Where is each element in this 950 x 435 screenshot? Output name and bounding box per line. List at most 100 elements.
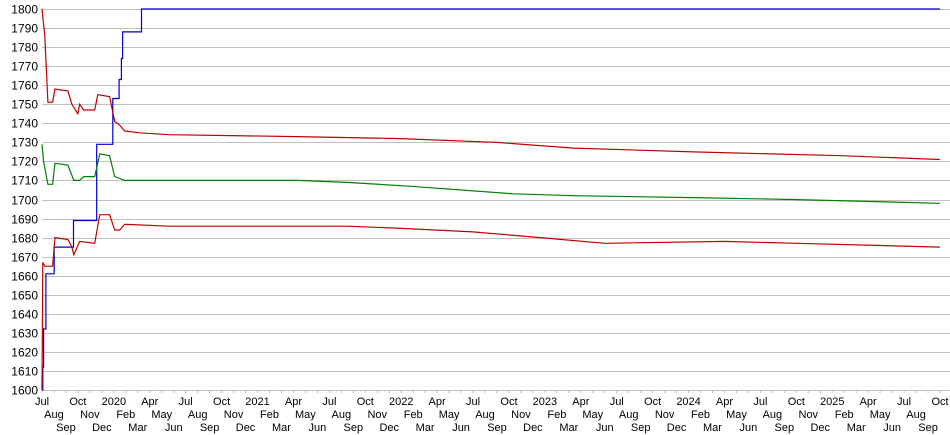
y-tick-label: 1760 (11, 79, 38, 93)
x-tick-label: Aug (619, 409, 639, 421)
y-tick-label: 1710 (11, 174, 38, 188)
x-tick-label: 2020 (102, 396, 126, 408)
x-tick-label: Sep (200, 422, 220, 434)
y-tick-label: 1800 (11, 3, 38, 17)
y-tick-label: 1780 (11, 41, 38, 55)
x-tick-label: 2022 (389, 396, 413, 408)
x-tick-label: Nov (799, 409, 819, 421)
x-tick-label: Jul (322, 396, 336, 408)
y-axis-ticks: 1600 1610 1620 1630 1640 1650 1660 1670 1680 1690… (11, 3, 38, 398)
x-tick-label: Sep (56, 422, 76, 434)
x-tick-label: 2024 (676, 396, 700, 408)
x-tick-label: Aug (475, 409, 495, 421)
x-tick-label: 2025 (820, 396, 844, 408)
x-tick-label: Apr (141, 396, 158, 408)
x-tick-label: Feb (835, 409, 854, 421)
series-line-1 (41, 8, 941, 161)
x-tick-label: Mar (703, 422, 722, 434)
x-tick-label: Dec (236, 422, 256, 434)
x-tick-label: Dec (92, 422, 112, 434)
y-tick-label: 1610 (11, 365, 38, 379)
x-tick-label: May (870, 409, 891, 421)
x-tick-label: Mar (559, 422, 578, 434)
y-tick-label: 1620 (11, 346, 38, 360)
x-tick-label: 2021 (245, 396, 269, 408)
x-tick-label: Nov (80, 409, 100, 421)
x-tick-label: Nov (511, 409, 531, 421)
y-tick-label: 1680 (11, 232, 38, 246)
y-tick-label: 1700 (11, 194, 38, 208)
x-tick-label: Nov (655, 409, 675, 421)
x-tick-label: Feb (260, 409, 279, 421)
x-tick-label: Feb (547, 409, 566, 421)
x-tick-label: Nov (367, 409, 387, 421)
x-tick-label: Sep (487, 422, 507, 434)
x-tick-label: Jun (309, 422, 327, 434)
x-tick-label: Aug (332, 409, 352, 421)
x-tick-label: Oct (69, 396, 86, 408)
x-tick-label: Feb (691, 409, 710, 421)
x-tick-label: Dec (523, 422, 543, 434)
y-tick-label: 1740 (11, 117, 38, 131)
x-tick-label: Aug (763, 409, 783, 421)
x-tick-label: Apr (429, 396, 446, 408)
x-tick-label: May (151, 409, 172, 421)
x-tick-label: Jul (897, 396, 911, 408)
y-tick-label: 1720 (11, 155, 38, 169)
y-tick-label: 1770 (11, 60, 38, 74)
x-tick-label: Oct (931, 396, 948, 408)
x-tick-label: Feb (116, 409, 135, 421)
y-tick-label: 1630 (11, 327, 38, 341)
x-tick-label: Aug (44, 409, 64, 421)
y-tick-label: 1660 (11, 270, 38, 284)
x-tick-label: Aug (906, 409, 926, 421)
x-tick-label: Oct (357, 396, 374, 408)
x-tick-label: Dec (810, 422, 830, 434)
series-line-0 (42, 8, 940, 391)
x-tick-label: May (295, 409, 316, 421)
x-tick-label: May (582, 409, 603, 421)
y-tick-label: 1790 (11, 22, 38, 36)
x-tick-label: Jul (610, 396, 624, 408)
x-tick-label: Jun (596, 422, 614, 434)
x-tick-label: Jun (740, 422, 758, 434)
x-tick-label: Mar (128, 422, 147, 434)
x-tick-label: Sep (918, 422, 938, 434)
series-group (41, 8, 941, 391)
x-tick-label: Apr (716, 396, 733, 408)
y-tick-label: 1750 (11, 98, 38, 112)
x-tick-label: Sep (631, 422, 651, 434)
x-tick-label: Apr (572, 396, 589, 408)
x-tick-label: Apr (285, 396, 302, 408)
x-tick-label: Jun (452, 422, 470, 434)
y-tick-label: 1690 (11, 213, 38, 227)
y-tick-label: 1730 (11, 136, 38, 150)
x-tick-label: Sep (344, 422, 364, 434)
x-tick-label: Sep (775, 422, 795, 434)
x-tick-label: Aug (188, 409, 208, 421)
x-tick-label: Apr (860, 396, 877, 408)
x-axis-ticks: JulAugSepOctNovDec2020FebMarAprMayJunJul… (35, 390, 949, 434)
y-tick-label: 1650 (11, 289, 38, 303)
x-tick-label: Oct (644, 396, 661, 408)
x-tick-label: Nov (224, 409, 244, 421)
x-tick-label: Mar (847, 422, 866, 434)
x-tick-label: Feb (404, 409, 423, 421)
x-tick-label: Jul (179, 396, 193, 408)
x-tick-label: Oct (788, 396, 805, 408)
x-tick-label: Jun (883, 422, 901, 434)
x-tick-label: Mar (272, 422, 291, 434)
x-tick-label: Jul (466, 396, 480, 408)
x-tick-label: Dec (379, 422, 399, 434)
series-line-3 (41, 214, 941, 391)
x-tick-label: Jul (753, 396, 767, 408)
x-tick-label: Oct (500, 396, 517, 408)
series-line-2 (41, 144, 941, 204)
y-tick-label: 1640 (11, 308, 38, 322)
x-tick-label: May (439, 409, 460, 421)
x-tick-label: Dec (667, 422, 687, 434)
x-tick-label: Jun (165, 422, 183, 434)
x-tick-label: Oct (213, 396, 230, 408)
y-tick-label: 1600 (11, 384, 38, 398)
